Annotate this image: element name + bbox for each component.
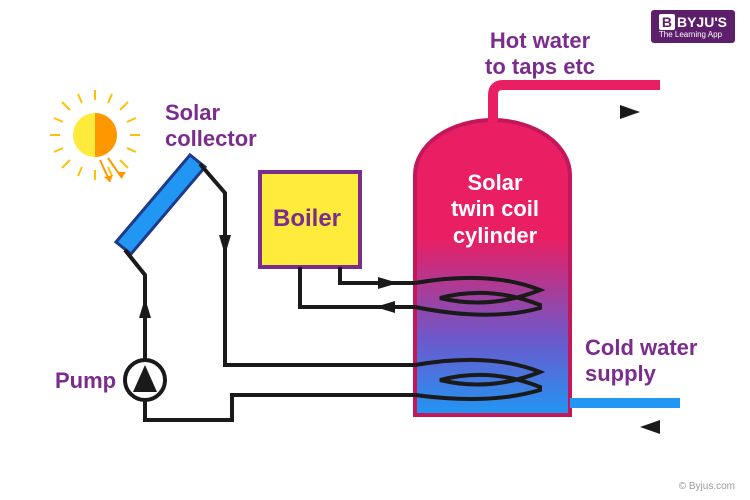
arrow-boiler-in — [378, 277, 398, 289]
hot-water-label: Hot waterto taps etc — [485, 28, 595, 81]
arrow-collector-down — [219, 235, 231, 255]
logo-text: BYJU'S — [677, 14, 727, 30]
sun-icon — [50, 90, 140, 182]
boiler-coil-pipes — [300, 267, 415, 307]
solar-collector-shape — [116, 155, 205, 254]
arrow-boiler-out — [375, 301, 395, 313]
arrow-hot-out — [620, 105, 640, 119]
pump-shape — [125, 360, 165, 400]
solar-collector-label: Solarcollector — [165, 100, 257, 153]
logo-badge: BBYJU'S The Learning App — [651, 10, 735, 43]
copyright-text: © Byjus.com — [679, 481, 735, 492]
arrow-cold-in — [640, 420, 660, 434]
pump-label: Pump — [55, 368, 116, 394]
hot-water-pipe — [493, 85, 660, 122]
cold-water-label: Cold watersupply — [585, 335, 697, 388]
diagram-canvas — [0, 0, 750, 500]
boiler-label: Boiler — [273, 205, 341, 233]
logo-subtitle: The Learning App — [659, 30, 727, 39]
cylinder-label: Solartwin coilcylinder — [445, 170, 545, 249]
arrow-pump-up — [139, 298, 151, 318]
cylinder-shape — [415, 120, 570, 415]
